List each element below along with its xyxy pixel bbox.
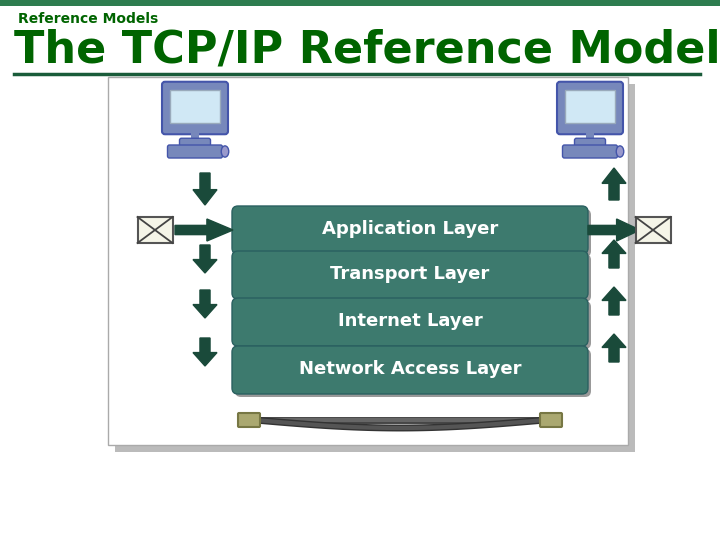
Bar — [138, 217, 173, 243]
Polygon shape — [602, 287, 626, 315]
FancyBboxPatch shape — [540, 413, 562, 427]
Text: Reference Models: Reference Models — [18, 12, 158, 26]
Polygon shape — [193, 338, 217, 366]
Ellipse shape — [616, 146, 624, 157]
FancyBboxPatch shape — [232, 346, 588, 394]
Bar — [0, 0, 720, 6]
Bar — [636, 217, 670, 243]
Bar — [565, 90, 615, 123]
Polygon shape — [602, 240, 626, 268]
FancyBboxPatch shape — [238, 413, 260, 427]
Polygon shape — [602, 168, 626, 200]
Text: Application Layer: Application Layer — [322, 220, 498, 238]
FancyBboxPatch shape — [235, 301, 591, 349]
Polygon shape — [193, 290, 217, 318]
Polygon shape — [175, 219, 233, 241]
Text: The TCP/IP Reference Model: The TCP/IP Reference Model — [14, 28, 720, 71]
FancyBboxPatch shape — [575, 138, 606, 147]
Polygon shape — [193, 173, 217, 205]
FancyBboxPatch shape — [232, 206, 588, 254]
FancyBboxPatch shape — [168, 145, 222, 158]
Bar — [108, 77, 628, 445]
Ellipse shape — [221, 146, 229, 157]
Polygon shape — [588, 219, 640, 241]
FancyBboxPatch shape — [557, 82, 623, 134]
FancyBboxPatch shape — [162, 82, 228, 134]
FancyBboxPatch shape — [232, 251, 588, 299]
Bar — [586, 131, 594, 140]
FancyBboxPatch shape — [232, 298, 588, 346]
Bar — [170, 90, 220, 123]
Bar — [192, 131, 199, 140]
FancyBboxPatch shape — [235, 254, 591, 302]
Text: Transport Layer: Transport Layer — [330, 265, 490, 283]
Bar — [115, 84, 635, 452]
Polygon shape — [193, 245, 217, 273]
FancyBboxPatch shape — [235, 349, 591, 397]
FancyBboxPatch shape — [179, 138, 210, 147]
Text: Network Access Layer: Network Access Layer — [299, 360, 521, 378]
Text: Internet Layer: Internet Layer — [338, 312, 482, 330]
Polygon shape — [602, 334, 626, 362]
FancyBboxPatch shape — [562, 145, 618, 158]
FancyBboxPatch shape — [235, 209, 591, 257]
